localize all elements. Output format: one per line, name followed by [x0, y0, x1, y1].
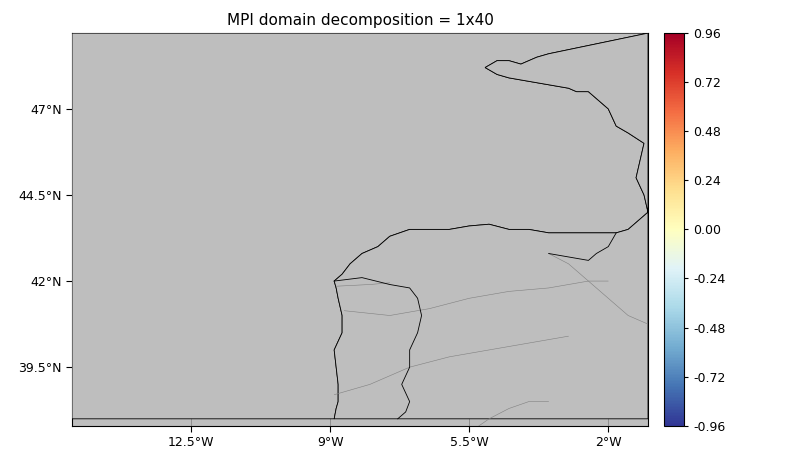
Polygon shape — [334, 33, 648, 419]
Title: MPI domain decomposition = 1x40: MPI domain decomposition = 1x40 — [226, 13, 494, 28]
Polygon shape — [72, 33, 648, 419]
